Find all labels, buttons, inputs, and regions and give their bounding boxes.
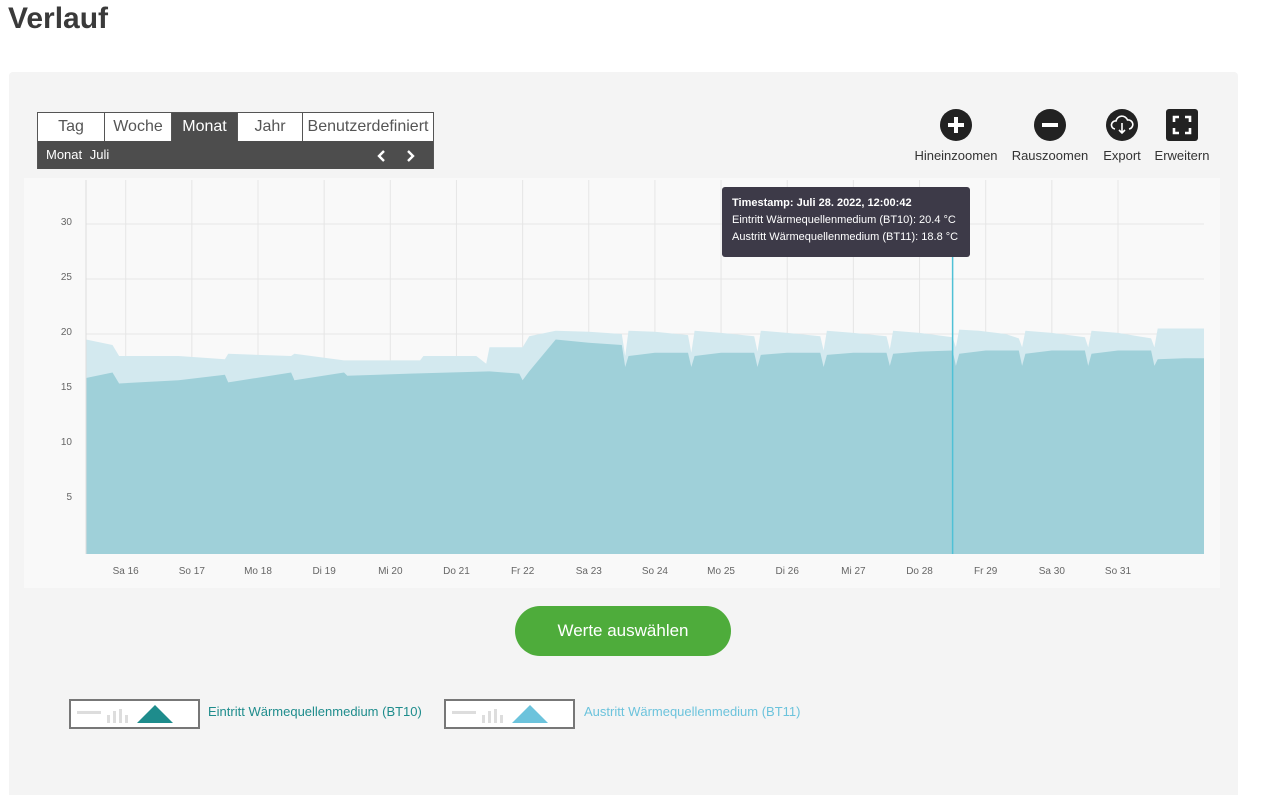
tooltip-line-bt11: Austritt Wärmequellenmedium (BT11): 18.8… (732, 231, 959, 243)
area-chart-icon (452, 705, 548, 723)
expand-button[interactable]: Erweitern (1152, 108, 1212, 163)
fullscreen-icon (1166, 109, 1198, 141)
x-tick-label-1: So 17 (178, 566, 205, 577)
x-tick-label-9: Mo 25 (707, 566, 735, 577)
period-bar: Monat Juli (38, 141, 433, 169)
chart-tooltip: Timestamp: Juli 28. 2022, 12:00:42 Eintr… (722, 187, 970, 257)
x-tick-label-10: Di 26 (775, 566, 799, 577)
legend-label-bt10[interactable]: Eintritt Wärmequellenmedium (BT10) (208, 704, 422, 719)
x-tick-label-2: Mo 18 (244, 566, 272, 577)
x-tick-label-7: Sa 23 (575, 566, 602, 577)
x-tick-label-3: Di 19 (312, 566, 336, 577)
x-tick-label-13: Fr 29 (974, 566, 998, 577)
y-tick-label-1: 10 (60, 437, 72, 448)
export-button[interactable]: Export (1100, 108, 1144, 163)
previous-period-button[interactable] (377, 141, 387, 169)
page-title: Verlauf (8, 2, 109, 35)
x-tick-label-14: Sa 30 (1038, 566, 1065, 577)
x-tick-label-0: Sa 16 (112, 566, 139, 577)
next-period-button[interactable] (405, 141, 415, 169)
x-tick-label-12: Do 28 (906, 566, 933, 577)
x-tick-label-4: Mi 20 (378, 566, 403, 577)
tooltip-title: Timestamp: Juli 28. 2022, 12:00:42 (732, 197, 912, 209)
tab-custom[interactable]: Benutzerdefiniert (303, 113, 433, 141)
x-tick-label-11: Mi 27 (841, 566, 866, 577)
y-tick-label-3: 20 (60, 327, 72, 338)
zoom-in-icon (940, 109, 972, 141)
chevron-right-icon (407, 150, 415, 163)
zoom-in-label: Hineinzoomen (914, 148, 998, 163)
zoom-out-icon (1034, 109, 1066, 141)
legend-toggle-bt10[interactable] (69, 699, 200, 729)
period-label: Monat (46, 147, 83, 162)
x-tick-label-6: Fr 22 (510, 566, 535, 577)
y-tick-label-4: 25 (60, 272, 72, 283)
tab-day[interactable]: Tag (38, 113, 105, 141)
period-value: Juli (89, 147, 110, 162)
x-tick-label-15: So 31 (1104, 566, 1132, 577)
tab-year[interactable]: Jahr (238, 113, 303, 141)
zoom-in-button[interactable]: Hineinzoomen (912, 108, 1000, 163)
x-tick-label-5: Do 21 (443, 566, 470, 577)
tab-month[interactable]: Monat (172, 113, 238, 141)
zoom-out-label: Rauszoomen (1011, 148, 1089, 163)
legend-toggle-bt11[interactable] (444, 699, 575, 729)
range-selector: Tag Woche Monat Jahr Benutzerdefiniert M… (37, 112, 434, 169)
tab-week[interactable]: Woche (105, 113, 172, 141)
y-tick-label-5: 30 (60, 217, 72, 228)
cloud-download-icon (1106, 109, 1138, 141)
select-values-button[interactable]: Werte auswählen (515, 606, 731, 656)
area-chart-icon (77, 705, 173, 723)
plot-area[interactable] (24, 178, 1220, 588)
tooltip-line-bt10: Eintritt Wärmequellenmedium (BT10): 20.4… (732, 214, 956, 226)
export-label: Export (1103, 148, 1141, 163)
chevron-left-icon (377, 150, 385, 163)
zoom-out-button[interactable]: Rauszoomen (1010, 108, 1090, 163)
x-tick-label-8: So 24 (641, 566, 668, 577)
legend-label-bt11[interactable]: Austritt Wärmequellenmedium (BT11) (584, 704, 801, 719)
y-tick-label-2: 15 (60, 382, 72, 393)
expand-label: Erweitern (1154, 148, 1210, 163)
y-tick-label-0: 5 (66, 492, 72, 503)
